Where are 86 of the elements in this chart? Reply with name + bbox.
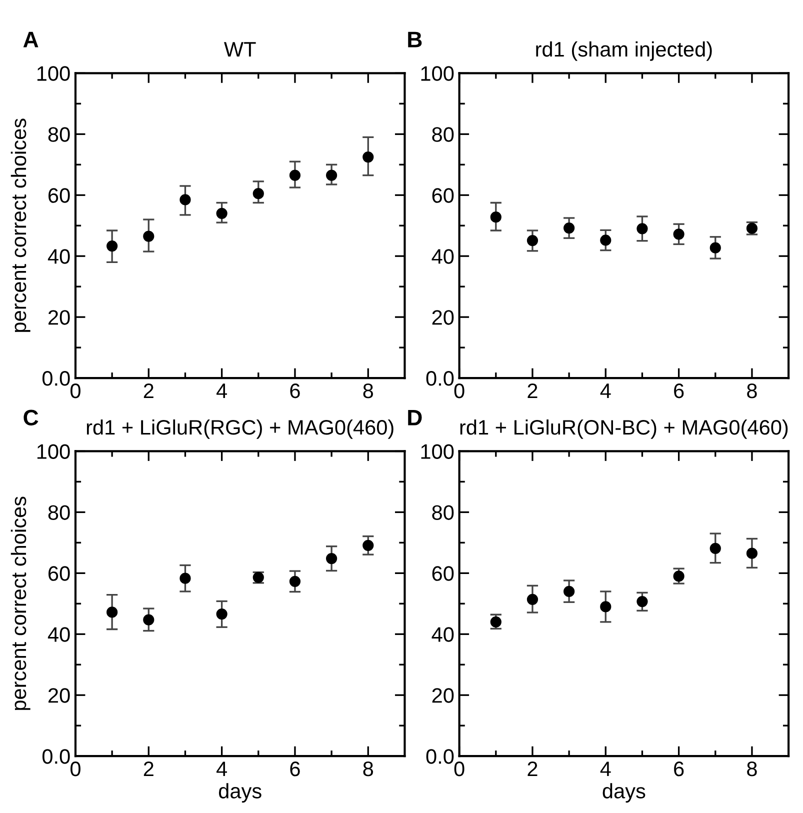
x-tick-label: 0 bbox=[454, 762, 464, 776]
point bbox=[362, 540, 374, 551]
x-tick-label: 6 bbox=[674, 383, 684, 398]
chart-title: rd1 + LiGluR(ON-BC) + MAG0(460) bbox=[460, 419, 788, 439]
y-tick-label: 20 bbox=[48, 688, 70, 703]
text: C bbox=[24, 410, 38, 426]
point bbox=[710, 242, 721, 254]
y-tick-label: 100 bbox=[37, 66, 70, 81]
y-tick-label: 80 bbox=[48, 127, 70, 142]
point bbox=[326, 170, 338, 181]
y-tick-label: 40 bbox=[48, 249, 70, 264]
y-tick-label: 40 bbox=[432, 249, 454, 264]
x-axis-title: days bbox=[218, 783, 262, 803]
x-tick-label: 8 bbox=[363, 383, 374, 398]
point bbox=[362, 151, 374, 163]
x-tick-label: 4 bbox=[216, 384, 227, 398]
x-tick-label: 4 bbox=[600, 762, 611, 776]
y-tick-label: 0.0 bbox=[426, 749, 454, 764]
x-tick-label: 0 bbox=[70, 762, 80, 776]
point bbox=[490, 616, 502, 628]
point bbox=[673, 228, 684, 240]
text: A bbox=[23, 32, 38, 48]
point bbox=[636, 223, 648, 234]
y-tick-label: 100 bbox=[421, 444, 454, 459]
y-tick-label: 0.0 bbox=[426, 371, 454, 386]
point bbox=[289, 170, 301, 181]
point bbox=[143, 614, 154, 626]
y-tick-label: 40 bbox=[432, 627, 454, 642]
x-tick-label: 8 bbox=[363, 762, 374, 776]
point bbox=[216, 208, 228, 219]
y-tick-label: 20 bbox=[48, 310, 70, 325]
y-tick-label: 80 bbox=[48, 505, 70, 520]
point bbox=[710, 542, 721, 554]
y-tick-label: 20 bbox=[432, 688, 454, 703]
chart-title: rd1 (sham injected) bbox=[536, 41, 712, 61]
x-tick-label: 8 bbox=[747, 762, 757, 776]
x-tick-label: 6 bbox=[290, 383, 300, 398]
point bbox=[106, 240, 118, 252]
point bbox=[289, 576, 301, 587]
y-axis-title: percent correct choices bbox=[10, 496, 30, 710]
x-tick-label: 8 bbox=[747, 383, 757, 398]
chart-title: WT bbox=[224, 42, 256, 57]
point bbox=[564, 586, 575, 598]
point bbox=[180, 194, 191, 206]
point bbox=[673, 570, 684, 582]
point bbox=[216, 608, 228, 620]
point bbox=[600, 601, 612, 612]
point bbox=[526, 234, 538, 246]
y-tick-label: 100 bbox=[421, 66, 454, 81]
x-tick-label: 2 bbox=[528, 762, 538, 776]
y-tick-label: 80 bbox=[432, 127, 454, 142]
x-tick-label: 4 bbox=[600, 384, 611, 398]
y-tick-label: 60 bbox=[48, 188, 70, 203]
x-tick-label: 2 bbox=[144, 383, 154, 398]
y-tick-label: 60 bbox=[432, 188, 454, 203]
y-axis-title: percent correct choices bbox=[10, 118, 30, 332]
point bbox=[746, 548, 758, 559]
x-axis-title: days bbox=[602, 783, 646, 803]
point bbox=[490, 212, 502, 223]
point bbox=[106, 606, 118, 618]
point bbox=[564, 222, 575, 234]
x-tick-label: 0 bbox=[454, 383, 464, 398]
y-tick-label: 40 bbox=[48, 627, 70, 642]
y-tick-label: 60 bbox=[48, 566, 70, 581]
x-tick-label: 4 bbox=[216, 762, 227, 776]
x-tick-label: 2 bbox=[144, 762, 154, 776]
x-tick-label: 2 bbox=[528, 383, 538, 398]
point bbox=[526, 594, 538, 605]
text: B bbox=[408, 32, 422, 48]
point bbox=[600, 234, 612, 246]
y-tick-label: 60 bbox=[432, 566, 454, 581]
chart-title: rd1 + LiGluR(RGC) + MAG0(460) bbox=[86, 419, 394, 439]
x-tick-label: 6 bbox=[674, 762, 684, 776]
y-tick-label: 100 bbox=[37, 444, 70, 459]
y-tick-label: 0.0 bbox=[42, 749, 70, 764]
point bbox=[180, 572, 191, 584]
x-tick-label: 0 bbox=[70, 383, 80, 398]
point bbox=[252, 188, 264, 200]
y-tick-label: 20 bbox=[432, 310, 454, 325]
point bbox=[636, 596, 648, 608]
y-tick-label: 0.0 bbox=[42, 371, 70, 386]
point bbox=[326, 552, 338, 564]
point bbox=[143, 230, 154, 242]
x-tick-label: 6 bbox=[290, 762, 300, 776]
y-tick-label: 80 bbox=[432, 505, 454, 520]
text: D bbox=[408, 410, 422, 426]
